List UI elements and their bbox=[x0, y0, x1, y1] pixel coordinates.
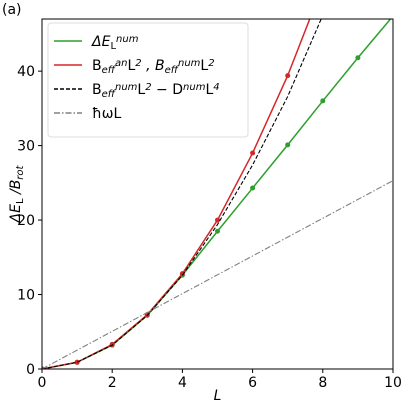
legend-box bbox=[47, 22, 249, 138]
x-tick-label: 8 bbox=[318, 375, 327, 391]
text-part: 4 bbox=[213, 82, 219, 93]
text-part: 2 bbox=[135, 58, 141, 69]
series-line bbox=[42, 19, 322, 369]
text-part: L bbox=[15, 198, 26, 204]
marker bbox=[215, 228, 220, 234]
text-part: L bbox=[205, 82, 213, 98]
text-part: 2 bbox=[208, 58, 214, 69]
y-tick-label: 0 bbox=[26, 362, 35, 378]
marker bbox=[215, 217, 220, 223]
marker bbox=[250, 150, 256, 156]
marker bbox=[285, 142, 291, 148]
legend-label: ħωL bbox=[92, 106, 121, 122]
text-part: ΔE bbox=[8, 204, 24, 224]
rich-text: ΔEL /Brot bbox=[8, 164, 26, 223]
text-part: rot bbox=[15, 164, 26, 179]
text-part: L bbox=[110, 41, 116, 52]
text-part: /B bbox=[8, 180, 24, 199]
text-part: L bbox=[137, 82, 145, 98]
x-axis-label: L bbox=[214, 388, 222, 404]
text-part: ΔE bbox=[91, 34, 111, 50]
text-part: num bbox=[116, 34, 139, 45]
y-tick-label: 10 bbox=[17, 288, 35, 304]
text-part: an bbox=[115, 58, 127, 69]
marker bbox=[250, 185, 256, 191]
text-part: L bbox=[127, 58, 135, 74]
marker bbox=[355, 55, 361, 61]
text-part: 2 bbox=[145, 82, 151, 93]
legend-label: BeffnumL2 − DnumL4 bbox=[92, 82, 220, 100]
panel-label: (a) bbox=[2, 2, 22, 18]
text-part: B bbox=[92, 82, 102, 98]
x-tick-label: 4 bbox=[178, 375, 187, 391]
plot-area bbox=[42, 14, 396, 369]
text-part: , B bbox=[142, 58, 165, 74]
x-tick-label: 2 bbox=[108, 375, 117, 391]
marker bbox=[74, 359, 80, 365]
text-part: num bbox=[183, 82, 206, 93]
legend-label: ΔELnum bbox=[91, 34, 139, 52]
y-tick-label: 20 bbox=[17, 213, 35, 229]
text-part: num bbox=[178, 58, 201, 69]
text-part: − D bbox=[152, 82, 183, 98]
marker bbox=[391, 14, 396, 19]
marker bbox=[320, 98, 326, 104]
text-part: L bbox=[200, 58, 208, 74]
x-tick-label: 6 bbox=[248, 375, 257, 391]
legend-label: BeffanL2 , BeffnumL2 bbox=[92, 58, 215, 76]
series-line bbox=[42, 180, 393, 369]
text-part: ħωL bbox=[92, 106, 121, 122]
x-tick-label: 10 bbox=[384, 375, 402, 391]
text-part: eff bbox=[165, 65, 180, 76]
text-part: B bbox=[92, 58, 102, 74]
marker bbox=[285, 73, 291, 79]
text-part: eff bbox=[102, 65, 117, 76]
x-tick-label: 0 bbox=[38, 375, 47, 391]
text-part: num bbox=[115, 82, 138, 93]
y-tick-label: 30 bbox=[17, 139, 35, 155]
text-part: eff bbox=[102, 89, 117, 100]
y-tick-label: 40 bbox=[17, 64, 35, 80]
axes-frame bbox=[41, 18, 394, 370]
